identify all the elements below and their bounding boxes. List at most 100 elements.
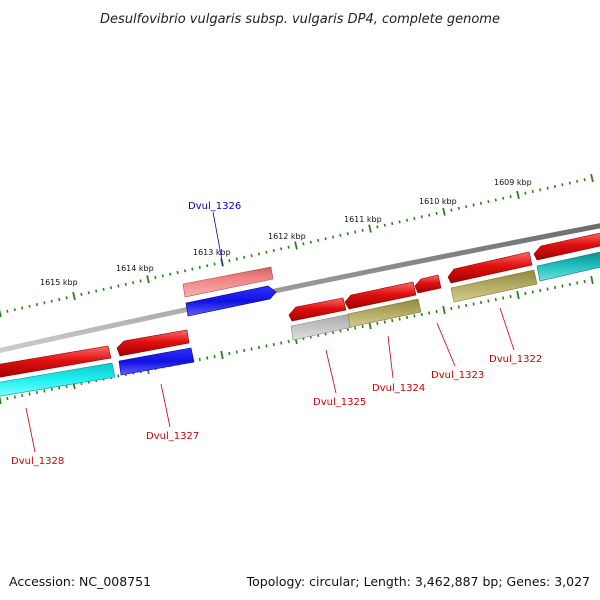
cds-dvul-1325-arrow[interactable] (290, 313, 353, 341)
outer-scale-minor-tick (494, 198, 497, 202)
inner-scale-minor-tick (35, 390, 39, 395)
inner-scale-minor-tick (43, 389, 46, 393)
gene-label-dvul-1328[interactable]: Dvul_1328 (11, 456, 64, 467)
inner-scale-ticks (0, 275, 594, 405)
leader-dvul-1324 (387, 335, 394, 379)
outer-scale-minor-tick (161, 274, 164, 278)
outer-scale-minor-tick (539, 188, 542, 192)
inner-scale-major-tick (590, 275, 594, 285)
inner-scale-minor-tick (65, 384, 68, 389)
inner-scale-minor-tick (50, 387, 53, 392)
outer-scale-minor-tick (576, 179, 579, 183)
gene-dvul-1327-arrow[interactable] (116, 329, 190, 357)
genome-backbone (0, 223, 600, 354)
inner-scale-minor-tick (228, 351, 231, 356)
inner-scale-minor-tick (6, 396, 9, 401)
outer-scale-minor-tick (28, 304, 31, 308)
outer-scale-minor-tick (331, 235, 335, 239)
inner-scale-minor-tick (428, 311, 431, 315)
gene-dvul-1322-arrow[interactable] (447, 251, 533, 284)
inner-scale-minor-tick (450, 306, 453, 311)
inner-scale-minor-tick (561, 284, 564, 288)
outer-scale-minor-tick (420, 215, 423, 219)
gene-label-dvul-1324[interactable]: Dvul_1324 (372, 383, 425, 394)
outer-scale-major-tick (516, 190, 520, 200)
outer-scale-major-tick (590, 173, 594, 183)
inner-scale-minor-tick (546, 287, 549, 291)
outer-scale-major-tick (442, 207, 446, 216)
outer-scale-minor-tick (405, 218, 409, 222)
inner-scale-minor-tick (331, 330, 335, 335)
outer-scale-minor-tick (502, 196, 505, 200)
outer-scale-minor-tick (324, 237, 327, 241)
outer-scale-minor-tick (43, 301, 46, 305)
inner-scale-minor-tick (568, 282, 571, 287)
outer-scale-ticks (0, 173, 594, 318)
outer-scale-major-tick (72, 291, 76, 301)
inner-scale-minor-tick (531, 290, 534, 294)
inner-scale-minor-tick (413, 314, 416, 318)
outer-scale-minor-tick (553, 184, 557, 188)
inner-scale-minor-tick (524, 291, 527, 296)
outer-scale-minor-tick (354, 230, 357, 234)
gene-label-dvul-1327[interactable]: Dvul_1327 (146, 431, 199, 442)
cds-next-arrow[interactable] (536, 251, 600, 282)
gene-dvul-1323-arrow[interactable] (414, 274, 442, 294)
map-title: Desulfovibrio vulgaris subsp. vulgaris D… (100, 12, 500, 27)
feature-tracks (0, 232, 600, 397)
outer-scale-minor-tick (250, 254, 253, 258)
inner-scale-minor-tick (117, 374, 120, 378)
inner-scale-minor-tick (553, 285, 557, 290)
inner-scale-minor-tick (502, 296, 505, 300)
outer-scale-minor-tick (124, 282, 127, 286)
gene-label-dvul-1325[interactable]: Dvul_1325 (313, 397, 366, 408)
gene-next-arrow[interactable] (533, 232, 600, 261)
outer-scale-minor-tick (35, 303, 39, 307)
inner-scale-minor-tick (287, 339, 290, 344)
inner-scale-minor-tick (28, 392, 31, 396)
gene-dvul-1325-arrow[interactable] (288, 297, 347, 322)
gene-label-dvul-1323[interactable]: Dvul_1323 (431, 370, 484, 381)
leader-dvul-1322 (499, 307, 515, 351)
outer-scale-minor-tick (154, 276, 157, 280)
outer-scale-minor-tick (472, 203, 475, 207)
outer-scale-minor-tick (561, 183, 564, 187)
inner-scale-minor-tick (361, 324, 364, 329)
gene-label-dvul-1326[interactable]: Dvul_1326 (188, 201, 241, 212)
outer-scale-minor-tick (169, 272, 172, 276)
inner-scale-minor-tick (539, 288, 542, 293)
outer-scale-minor-tick (132, 281, 135, 285)
cds-dvul-1327-arrow[interactable] (118, 347, 195, 376)
cds-dvul-1326-arrow[interactable] (185, 285, 277, 317)
leader-dvul-1327 (160, 383, 171, 428)
inner-scale-major-tick (0, 395, 2, 405)
inner-scale-minor-tick (420, 312, 423, 317)
gene-dvul-1324-arrow[interactable] (344, 281, 417, 310)
cds-dvul-1328-arrow[interactable] (0, 362, 116, 397)
cds-dvul-1322-arrow[interactable] (450, 269, 538, 303)
outer-scale-minor-tick (376, 225, 379, 229)
inner-scale-minor-tick (206, 356, 209, 360)
gene-label-dvul-1322[interactable]: Dvul_1322 (489, 354, 542, 365)
outer-scale-major-tick (146, 275, 150, 284)
outer-scale-minor-tick (183, 269, 187, 273)
cds-dvul-1324-arrow[interactable] (347, 298, 422, 328)
inner-scale-minor-tick (405, 315, 409, 320)
outer-scale-minor-tick (13, 308, 16, 312)
outer-scale-minor-tick (302, 242, 305, 246)
outer-scale-minor-tick (65, 296, 68, 300)
gene-dvul-1328-arrow[interactable] (0, 345, 112, 378)
outer-scale-minor-tick (413, 216, 416, 221)
inner-scale-minor-tick (494, 297, 497, 302)
inner-scale-minor-tick (576, 281, 579, 285)
outer-scale-minor-tick (465, 205, 468, 209)
outer-scale-minor-tick (21, 306, 24, 310)
inner-scale-minor-tick (265, 344, 268, 348)
inner-scale-minor-tick (457, 305, 460, 309)
outer-scale-minor-tick (346, 232, 349, 236)
gene-labels: Dvul_1326 Dvul_1328 Dvul_1327 Dvul_1325 … (11, 201, 542, 467)
inner-scale-minor-tick (391, 318, 394, 323)
gene-dvul-1326-arrow[interactable] (182, 266, 274, 298)
outer-scale-minor-tick (235, 257, 238, 261)
inner-scale-minor-tick (21, 393, 24, 398)
